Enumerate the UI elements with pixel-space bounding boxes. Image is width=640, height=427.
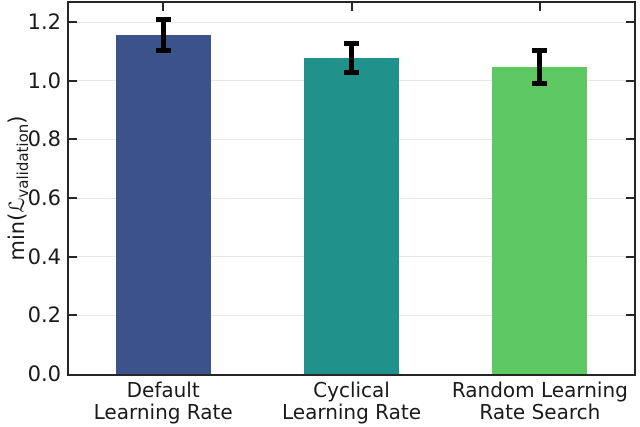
x-tick-label-line: Random Learning [451, 378, 628, 402]
error-bar-cap [155, 48, 171, 54]
x-tick-label: Cyclical Learning Rate [252, 379, 452, 423]
bar [304, 57, 399, 374]
y-tick-label: 0.0 [27, 362, 61, 386]
x-tick-label-line: Cyclical [313, 378, 390, 402]
error-bar-line [349, 43, 354, 73]
bar [115, 35, 211, 374]
y-axis-tick [626, 197, 634, 200]
x-axis-tick [538, 3, 541, 11]
y-tick-label: 1.2 [27, 10, 61, 35]
y-tick-label: 0.6 [27, 186, 61, 211]
y-tick-label: 1.0 [27, 68, 61, 93]
y-axis-tick [69, 21, 77, 24]
x-tick-label-line: Learning Rate [93, 400, 233, 424]
x-axis-tick [162, 3, 165, 11]
y-tick-label: 0.8 [27, 127, 61, 152]
gridline [69, 21, 634, 23]
y-axis-tick [626, 138, 634, 141]
x-tick-label-line: Default [126, 378, 200, 402]
bar [492, 66, 588, 374]
y-axis-tick [626, 79, 634, 82]
y-axis-tick [626, 314, 634, 317]
error-bar-cap [155, 17, 171, 23]
y-tick-label: 0.2 [27, 303, 61, 328]
x-tick-label: Random Learning Rate Search [440, 379, 640, 423]
error-bar-line [160, 19, 166, 51]
y-axis-tick [69, 314, 77, 317]
error-bar-cap [344, 70, 359, 75]
plot-area [67, 1, 636, 376]
y-axis-tick [626, 255, 634, 258]
x-axis-tick [350, 3, 353, 11]
y-axis-tick [69, 79, 77, 82]
x-tick-label-line: Learning Rate [281, 400, 422, 424]
error-bar-cap [532, 80, 548, 86]
y-axis-tick [69, 197, 77, 200]
y-axis-tick [69, 138, 77, 141]
x-tick-label: Default Learning Rate [63, 379, 263, 423]
y-axis-label-close: ) [5, 115, 29, 124]
y-tick-label: 0.4 [27, 244, 61, 269]
y-axis-tick [69, 255, 77, 258]
y-axis-tick [626, 21, 634, 24]
x-tick-label-line: Rate Search [479, 400, 601, 424]
error-bar-line [537, 50, 543, 84]
error-bar-cap [532, 47, 548, 53]
error-bar-cap [344, 40, 359, 46]
